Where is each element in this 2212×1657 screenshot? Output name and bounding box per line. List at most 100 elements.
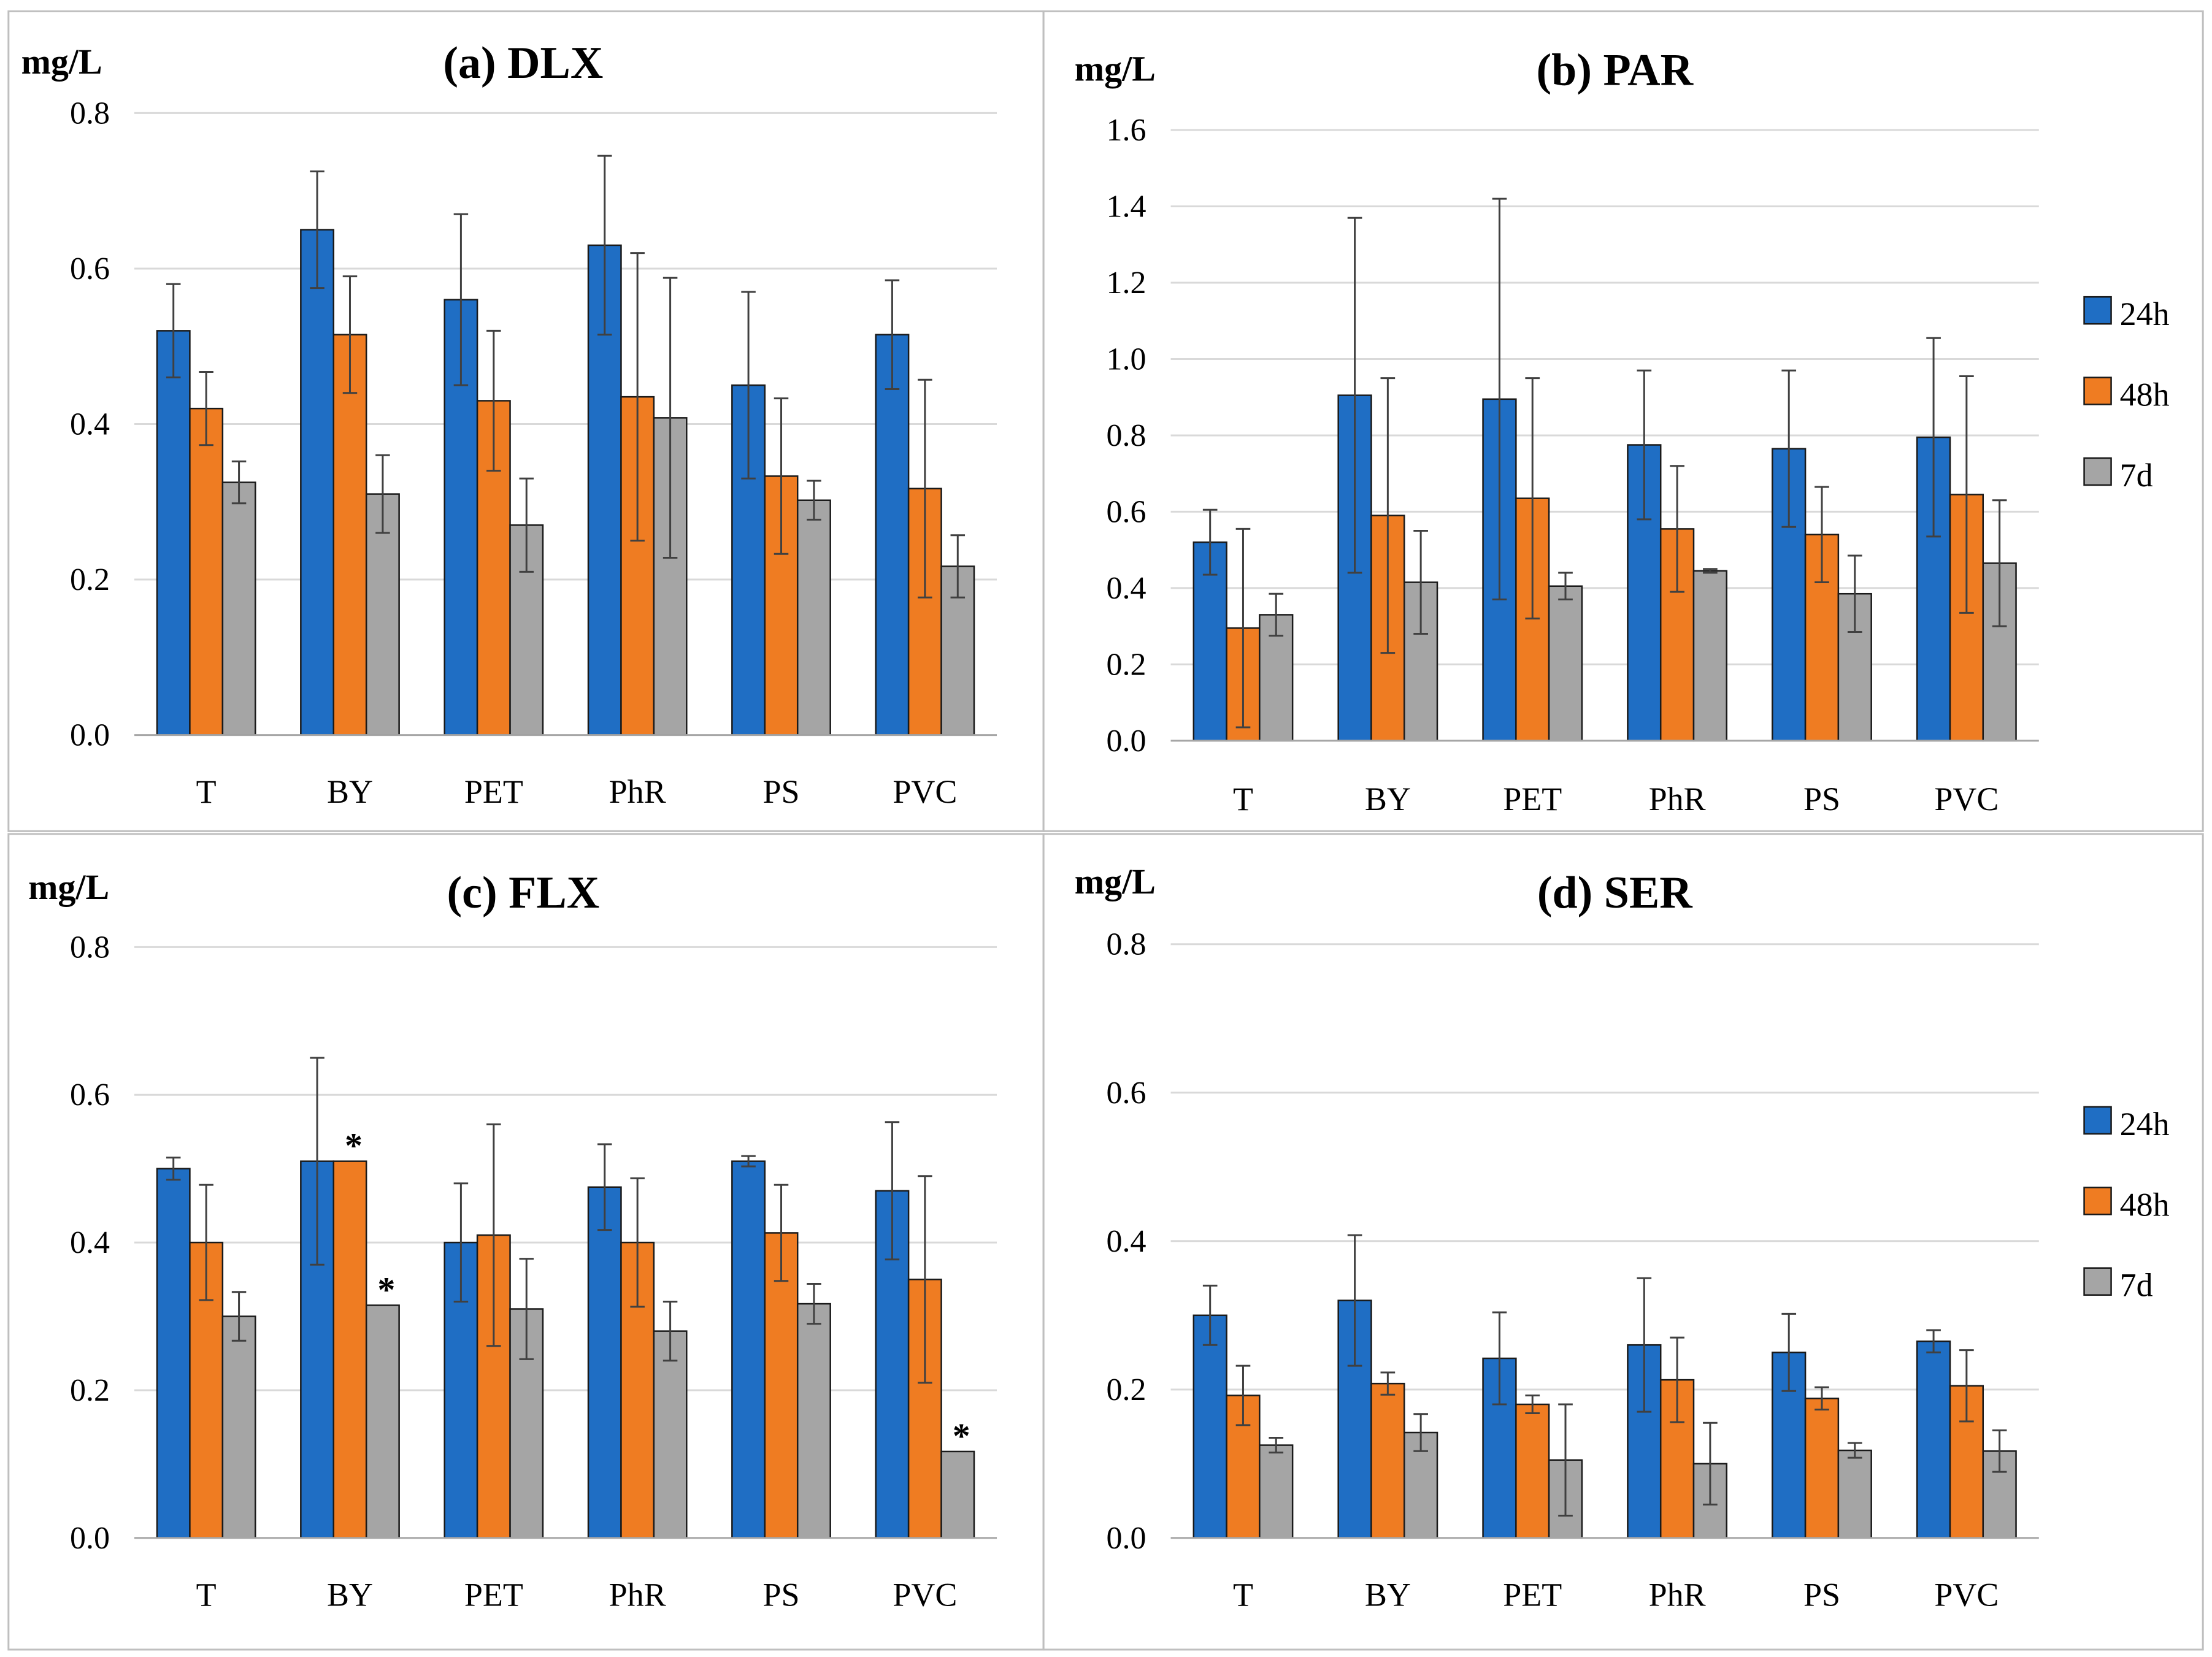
y-tick-label: 0.0 — [1107, 1521, 1146, 1556]
panel-frame — [1042, 833, 2204, 1651]
bar-pvc-24h — [875, 334, 910, 736]
error-bar — [1269, 592, 1284, 637]
legend-swatch-7d — [2083, 457, 2112, 486]
error-bar — [1202, 1284, 1218, 1346]
error-bar — [1492, 1311, 1507, 1406]
bar-pet-48h — [1515, 1403, 1550, 1539]
error-bar — [1670, 1336, 1684, 1423]
chart-title: (d) SER — [1537, 868, 1693, 918]
bar-by-48h — [1370, 1382, 1405, 1539]
error-bar — [199, 371, 213, 446]
x-tick-label: T — [196, 1576, 217, 1613]
bar-by-7d — [365, 493, 400, 736]
x-tick-label: PS — [762, 773, 799, 810]
error-bar — [231, 1291, 247, 1342]
x-tick-label: PET — [1503, 1576, 1562, 1613]
bar-by-7d — [1403, 1431, 1438, 1539]
gridlines — [1170, 943, 2039, 1391]
error-bar — [1959, 375, 1974, 614]
bar-pvc-24h — [1916, 1340, 1951, 1539]
legend-swatch-7d — [2083, 1267, 2112, 1296]
y-tick-label: 0.4 — [70, 407, 110, 442]
legend-label: 24h — [2120, 1106, 2170, 1142]
legend-swatch-48h — [2083, 377, 2112, 405]
y-tick-label: 0.2 — [70, 1373, 110, 1408]
y-tick-label: 0.6 — [1107, 494, 1146, 529]
error-bar — [486, 329, 501, 472]
error-bar — [1637, 369, 1652, 521]
y-tick-label: 1.4 — [1107, 189, 1146, 224]
y-tick-label: 0.4 — [1107, 571, 1146, 606]
chart-title: (b) PAR — [1537, 45, 1694, 95]
y-tick-label: 1.0 — [1107, 342, 1146, 377]
bar-by-48h — [332, 334, 367, 736]
bar-pet-7d — [1548, 585, 1583, 742]
y-tick-label: 0.6 — [1107, 1076, 1146, 1111]
error-bar — [1781, 369, 1797, 528]
bar-t-48h — [189, 407, 224, 736]
error-bar — [199, 1184, 213, 1301]
error-bars — [166, 1057, 932, 1384]
error-bar — [1847, 1442, 1862, 1459]
gridlines — [134, 946, 997, 1391]
bar-t-24h — [156, 1168, 191, 1539]
x-tick-label: T — [196, 773, 217, 810]
error-bar — [231, 460, 247, 505]
y-tick-label: 0.4 — [1107, 1224, 1146, 1259]
x-tick-labels: T BY PET PhR PS PVC — [1233, 1576, 1999, 1613]
y-tick-label: 0.2 — [1107, 647, 1146, 682]
x-tick-labels: T BY PET PhR PS PVC — [196, 773, 958, 810]
y-tick-label: 1.6 — [1107, 113, 1146, 148]
error-bar — [1847, 554, 1862, 633]
error-bar — [1959, 1349, 1974, 1423]
x-tick-label: BY — [327, 773, 373, 810]
error-bar — [342, 275, 358, 394]
bar-t-7d — [221, 481, 256, 736]
x-tick-label: T — [1233, 1576, 1253, 1613]
error-bar — [1413, 530, 1428, 635]
error-bar — [1492, 197, 1507, 601]
x-tick-label: PhR — [609, 1576, 666, 1613]
bar-pvc-7d — [940, 1450, 975, 1539]
bar-phr-7d — [653, 1330, 688, 1539]
error-bar — [1703, 1422, 1718, 1506]
error-bar — [807, 480, 821, 521]
error-bar — [1235, 1364, 1251, 1426]
error-bar — [741, 1155, 756, 1168]
error-bar — [1347, 1234, 1362, 1367]
error-bar — [1525, 1394, 1540, 1415]
legend-label: 7d — [2120, 457, 2153, 494]
chart-title: (c) FLX — [447, 868, 600, 918]
error-bar — [1269, 1436, 1284, 1454]
bar-t-24h — [1192, 1314, 1227, 1539]
y-tick-label: 0.6 — [70, 1077, 110, 1112]
x-tick-labels: T BY PET PhR PS PVC — [196, 1576, 958, 1613]
y-axis-unit-label: mg/L — [1075, 862, 1156, 901]
error-bar — [741, 291, 756, 480]
error-bar — [310, 170, 325, 289]
y-tick-labels: 0.0 0.2 0.4 0.6 0.8 1.0 1.2 1.4 1.6 — [1107, 113, 1146, 759]
x-tick-label: BY — [1365, 781, 1411, 817]
error-bar — [519, 1258, 534, 1360]
gridlines — [1170, 129, 2039, 665]
significance-marker: * — [953, 1416, 970, 1456]
error-bar — [597, 1143, 612, 1231]
panel-d-ser: 0.0 0.2 0.4 0.6 0.8 T BY PET PhR PS PVC (d) SER m… — [1042, 833, 2204, 1651]
error-bar — [1235, 527, 1251, 729]
y-tick-labels: 0.0 0.2 0.4 0.6 0.8 — [70, 930, 110, 1555]
bar-by-48h — [332, 1160, 367, 1539]
x-tick-label: PhR — [1649, 1576, 1706, 1613]
y-tick-label: 0.2 — [1107, 1372, 1146, 1407]
error-bar — [1558, 1403, 1573, 1517]
y-tick-label: 0.6 — [70, 251, 110, 286]
error-bar — [1815, 486, 1829, 584]
x-tick-label: T — [1233, 781, 1253, 817]
error-bar — [1380, 377, 1396, 654]
legend-label: 48h — [2120, 377, 2170, 413]
error-bar — [166, 1157, 181, 1181]
error-bar — [1670, 465, 1684, 593]
panel-c-flx: 0.0 0.2 0.4 0.6 0.8 T BY PET PhR PS PVC * * * (c) F… — [7, 833, 1045, 1651]
error-bar — [774, 397, 789, 555]
error-bar — [918, 378, 932, 599]
